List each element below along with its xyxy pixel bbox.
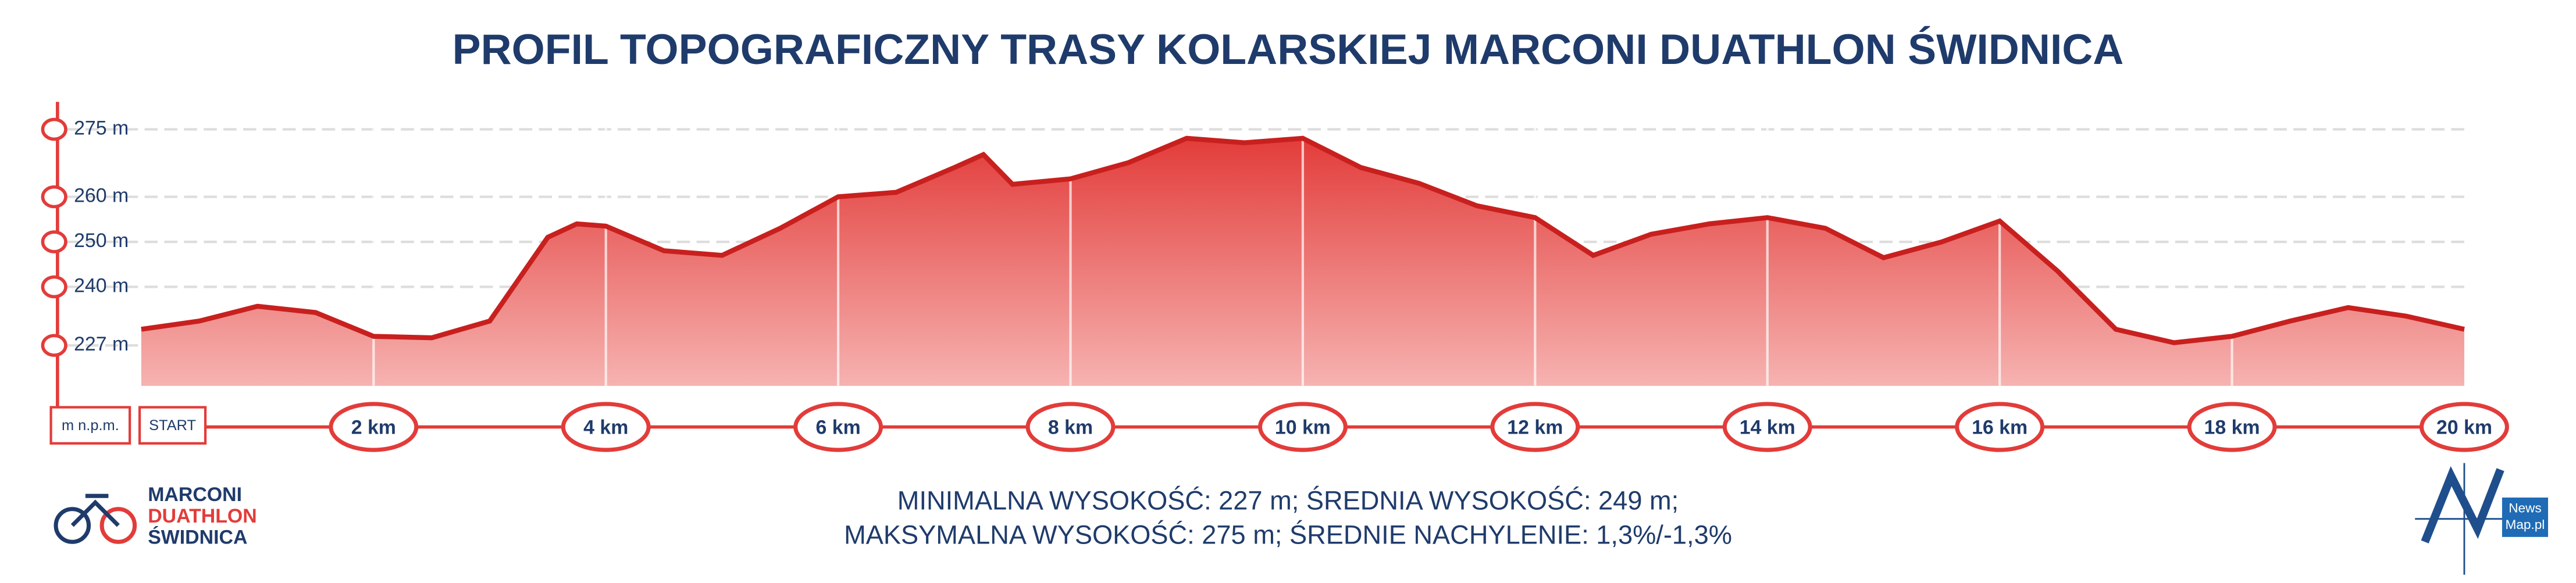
x-tick-mark	[793, 402, 883, 452]
y-tick-label: 240 m	[74, 274, 129, 296]
logo-text: Map.pl	[2506, 517, 2545, 532]
y-tick-mark	[41, 275, 67, 299]
y-tick-label: 227 m	[74, 333, 129, 355]
logo-frame	[70, 493, 120, 527]
logo-text: News	[2509, 501, 2541, 516]
y-tick-mark	[41, 117, 67, 141]
y-tick-mark	[41, 334, 67, 357]
chart-title: PROFIL TOPOGRAFICZNY TRASY KOLARSKIEJ MA…	[453, 26, 2124, 73]
y-tick-label: 260 m	[74, 185, 129, 207]
stats-line: MINIMALNA WYSOKOŚĆ: 227 m; ŚREDNIA WYSOK…	[897, 485, 1679, 515]
x-tick-label: 8 km	[1048, 416, 1093, 438]
y-tick-mark	[41, 230, 67, 253]
x-tick-label: 4 km	[583, 416, 628, 438]
x-tick-mark	[561, 402, 651, 452]
x-tick-mark	[1955, 402, 2045, 452]
x-tick-label: 16 km	[1972, 416, 2028, 438]
x-tick-label: 14 km	[1740, 416, 1795, 438]
x-tick-label: 2 km	[351, 416, 396, 438]
logo-mark	[2421, 466, 2504, 543]
x-tick-mark	[2187, 402, 2277, 452]
x-tick-label: 20 km	[2436, 416, 2492, 438]
x-tick-mark	[2419, 402, 2509, 452]
logo-wheel	[54, 507, 91, 544]
logo-box	[2502, 497, 2548, 537]
y-tick-label: 275 m	[74, 117, 129, 139]
x-tick-mark	[1257, 402, 1348, 452]
x-tick-label: 10 km	[1275, 416, 1331, 438]
elevation-line	[141, 135, 2465, 345]
logo-text: ŚWIDNICA	[148, 527, 247, 549]
publisher-logo: News Map.pl	[2415, 463, 2548, 575]
y-tick-label: 250 m	[74, 230, 129, 252]
x-tick-mark	[329, 402, 419, 452]
logo-text: MARCONI	[148, 484, 242, 506]
x-tick-mark	[1025, 402, 1116, 452]
stats-line: MAKSYMALNA WYSOKOŚĆ: 275 m; ŚREDNIE NACH…	[844, 520, 1732, 550]
y-unit-label: m n.p.m.	[62, 417, 119, 434]
unit-box	[49, 406, 131, 445]
x-tick-mark	[1722, 402, 1812, 452]
start-label: START	[149, 417, 196, 434]
logo-wheel	[99, 507, 137, 544]
event-logo: MARCONI DUATHLON ŚWIDNICA	[54, 484, 257, 549]
logo-text: DUATHLON	[148, 505, 257, 527]
x-tick-label: 12 km	[1507, 416, 1563, 438]
x-tick-mark	[1490, 402, 1580, 452]
x-tick-label: 18 km	[2204, 416, 2260, 438]
y-tick-mark	[41, 185, 67, 209]
x-tick-label: 6 km	[816, 416, 861, 438]
